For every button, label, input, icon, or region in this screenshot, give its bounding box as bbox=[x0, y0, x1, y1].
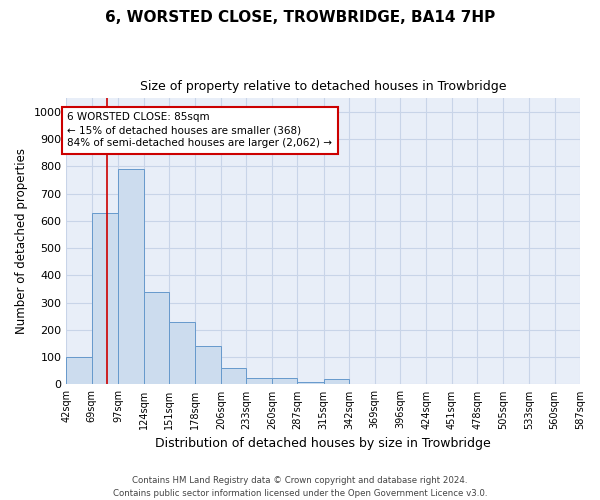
Y-axis label: Number of detached properties: Number of detached properties bbox=[15, 148, 28, 334]
Text: 6, WORSTED CLOSE, TROWBRIDGE, BA14 7HP: 6, WORSTED CLOSE, TROWBRIDGE, BA14 7HP bbox=[105, 10, 495, 25]
Bar bbox=[297, 382, 323, 384]
Bar bbox=[247, 378, 272, 384]
Text: Contains HM Land Registry data © Crown copyright and database right 2024.
Contai: Contains HM Land Registry data © Crown c… bbox=[113, 476, 487, 498]
Bar bbox=[143, 292, 169, 384]
Bar bbox=[169, 322, 194, 384]
Text: 6 WORSTED CLOSE: 85sqm
← 15% of detached houses are smaller (368)
84% of semi-de: 6 WORSTED CLOSE: 85sqm ← 15% of detached… bbox=[67, 112, 332, 148]
Bar bbox=[67, 357, 92, 384]
Bar bbox=[92, 213, 118, 384]
Bar bbox=[118, 169, 143, 384]
Bar bbox=[323, 379, 349, 384]
Bar bbox=[221, 368, 247, 384]
X-axis label: Distribution of detached houses by size in Trowbridge: Distribution of detached houses by size … bbox=[155, 437, 491, 450]
Title: Size of property relative to detached houses in Trowbridge: Size of property relative to detached ho… bbox=[140, 80, 506, 93]
Bar bbox=[194, 346, 221, 385]
Bar bbox=[272, 378, 297, 384]
